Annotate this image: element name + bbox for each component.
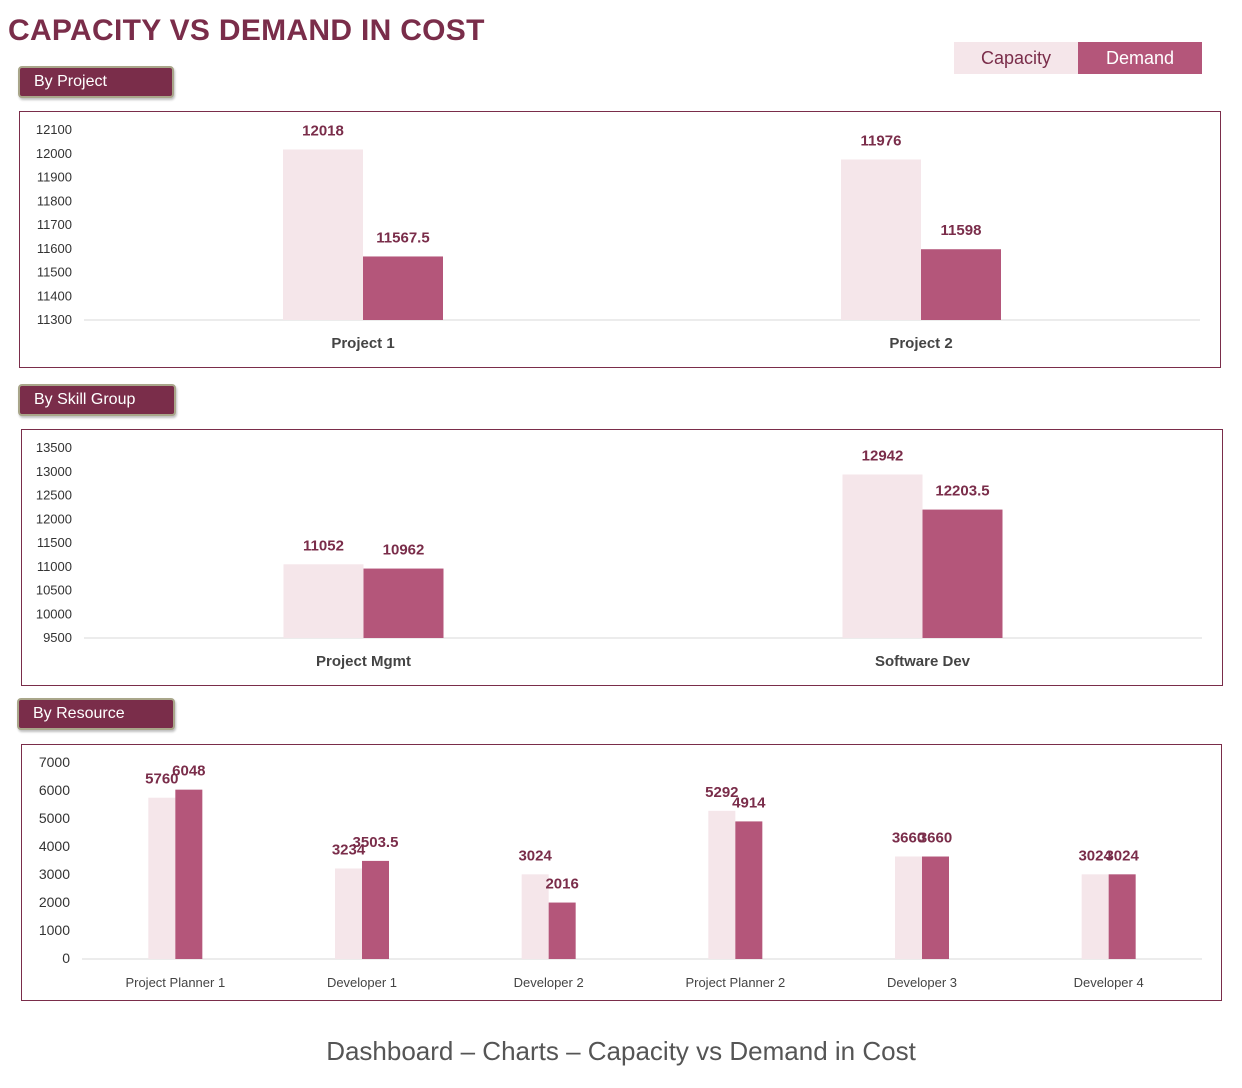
data-label-demand: 10962 [383,542,425,559]
y-tick-label: 6000 [39,782,70,798]
bar-capacity [283,564,364,638]
category-label: Developer 1 [327,975,397,990]
data-label-capacity: 3024 [518,847,552,864]
bar-demand [1108,874,1136,959]
data-label-demand: 3503.5 [353,834,399,851]
data-label-capacity: 12942 [862,448,904,465]
category-label: Project 1 [331,335,394,352]
tab-by-skill-group[interactable]: By Skill Group [18,384,176,416]
bar-demand [363,256,443,320]
y-tick-label: 11400 [37,288,72,303]
bar-capacity [1081,874,1109,959]
bar-capacity [335,868,362,959]
bar-demand [548,902,576,959]
y-tick-label: 11800 [37,193,72,208]
tab-by-resource[interactable]: By Resource [17,698,175,730]
y-tick-label: 13000 [36,464,72,479]
legend: Capacity Demand [954,42,1202,74]
y-tick-label: 3000 [39,866,70,882]
y-tick-label: 11700 [37,217,72,232]
data-label-capacity: 12018 [302,122,344,139]
data-label-demand: 6048 [172,763,205,780]
bar-capacity [841,159,921,320]
bar-demand [922,509,1003,638]
bar-capacity [842,474,923,638]
bar-demand [735,821,763,959]
legend-demand[interactable]: Demand [1078,42,1202,74]
y-tick-label: 2000 [39,894,70,910]
legend-capacity[interactable]: Capacity [954,42,1078,74]
data-label-demand: 11598 [941,222,982,239]
data-label-capacity: 5760 [145,771,178,788]
bar-capacity [521,874,549,959]
data-label-demand: 11567.5 [376,229,429,246]
y-tick-label: 10500 [36,583,72,598]
y-tick-label: 4000 [39,838,70,854]
resource-chart-panel: 0 1000 2000 3000 4000 5000 6000 7000 5760 6048 Pro… [21,744,1222,1001]
category-label: Developer 3 [887,975,957,990]
data-label-demand: 2016 [545,876,578,893]
y-tick-label: 9500 [43,630,72,645]
project-chart: 11300 11400 11500 11600 11700 11800 11900 12000… [36,122,1200,352]
bar-demand [362,860,389,959]
bar-capacity [895,856,922,959]
y-tick-label: 11500 [37,535,72,550]
category-label: Project Mgmt [316,653,411,670]
data-label-demand: 3660 [919,830,952,847]
skill-chart-panel: 9500 10000 10500 11000 11500 12000 12500 13000 1… [21,429,1223,686]
y-tick-label: 12000 [36,146,72,161]
y-tick-label: 10000 [36,606,72,621]
category-label: Project Planner 2 [685,975,785,990]
bar-demand [363,568,444,638]
y-tick-label: 11900 [37,170,72,185]
bar-capacity [283,149,363,320]
y-tick-label: 0 [62,950,70,966]
y-tick-label: 13500 [36,440,72,455]
y-tick-label: 11600 [37,241,72,256]
y-tick-label: 12000 [36,511,72,526]
bar-capacity [708,810,736,959]
data-label-capacity: 3660 [892,830,925,847]
data-label-capacity: 3234 [332,841,366,858]
category-label: Developer 4 [1074,975,1144,990]
tab-by-project[interactable]: By Project [18,66,174,98]
page-title: CAPACITY VS DEMAND IN COST [8,14,485,47]
data-label-capacity: 5292 [705,784,738,801]
bar-demand [921,249,1001,320]
project-chart-panel: 11300 11400 11500 11600 11700 11800 11900 12000… [19,111,1221,368]
y-tick-label: 11500 [37,265,72,280]
category-label: Developer 2 [514,975,584,990]
y-tick-label: 11300 [37,312,72,327]
y-tick-label: 12500 [36,488,72,503]
data-label-demand: 3024 [1105,847,1139,864]
category-label: Software Dev [875,653,971,670]
y-tick-label: 12100 [36,122,72,137]
category-label: Project Planner 1 [125,975,225,990]
skill-chart: 9500 10000 10500 11000 11500 12000 12500 13000 1… [36,440,1202,670]
y-tick-label: 1000 [39,922,70,938]
figure-caption: Dashboard – Charts – Capacity vs Demand … [326,1036,916,1066]
data-label-capacity: 11976 [861,132,902,149]
y-tick-label: 7000 [39,754,70,770]
y-tick-label: 5000 [39,810,70,826]
data-label-capacity: 11052 [303,537,344,554]
bar-capacity [148,797,176,959]
y-tick-label: 11000 [37,559,72,574]
data-label-demand: 4914 [732,794,766,811]
bar-demand [175,789,203,959]
data-label-capacity: 3024 [1078,847,1112,864]
bar-demand [922,856,949,959]
category-label: Project 2 [889,335,952,352]
data-label-demand: 12203.5 [935,483,989,500]
